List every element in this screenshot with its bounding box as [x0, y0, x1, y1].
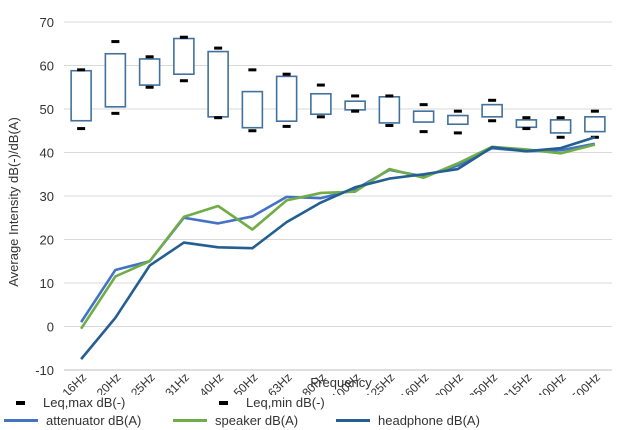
y-tick-label: 70 — [40, 15, 54, 30]
leq-min-marker — [453, 131, 462, 135]
x-tick-label: 25Hz — [128, 370, 158, 395]
box — [412, 110, 435, 123]
series-line — [80, 143, 596, 330]
box — [104, 52, 127, 108]
leq-max-marker — [111, 40, 120, 44]
box — [138, 58, 161, 86]
leq-max-marker — [351, 94, 360, 98]
x-tick-label: 200Hz — [432, 370, 466, 395]
box — [344, 100, 366, 111]
y-tick-label: 20 — [40, 233, 54, 248]
leq-min-marker — [248, 129, 257, 133]
x-tick-label: 400Hz — [534, 370, 568, 395]
leq-max-marker — [316, 83, 325, 87]
x-tick-label: 315Hz — [500, 370, 534, 395]
series-line — [80, 136, 596, 360]
leq-max-marker — [419, 103, 428, 107]
series-line — [80, 142, 596, 323]
x-tick-label: 16Hz — [60, 370, 90, 395]
leq-max-marker — [248, 68, 257, 72]
legend-max-label: Leq,max dB(-) — [43, 395, 126, 410]
x-tick-label: 63Hz — [265, 370, 295, 395]
legend-item-max: Leq,max dB(-) — [10, 395, 125, 410]
x-tick-label: 31Hz — [162, 370, 192, 395]
x-tick-label: 50Hz — [231, 370, 261, 395]
leq-max-marker — [522, 116, 531, 120]
box — [549, 119, 572, 134]
leq-min-marker — [351, 109, 360, 113]
leq-max-marker — [214, 46, 223, 50]
legend-attenuator-line — [4, 419, 38, 422]
y-tick-label: 50 — [40, 102, 54, 117]
legend-speaker-label: speaker dB(A) — [215, 413, 299, 428]
box — [481, 103, 503, 118]
box — [447, 114, 469, 126]
legend-item-min: Leq,min dB(-) — [213, 395, 325, 410]
box — [70, 69, 92, 122]
box-plots — [70, 35, 606, 139]
box — [378, 96, 401, 124]
leq-max-marker — [77, 68, 86, 72]
box — [241, 90, 264, 129]
y-tick-label: 0 — [47, 320, 54, 335]
box — [584, 116, 606, 133]
legend-headphone-label: headphone dB(A) — [378, 413, 480, 428]
leq-max-marker — [453, 109, 462, 113]
legend: Leq,max dB(-) Leq,min dB(-) attenuator d… — [0, 393, 617, 430]
leq-max-marker — [145, 55, 154, 59]
y-axis-label: Average Intensity dB(-)/dB(A) — [6, 117, 21, 287]
box — [173, 37, 195, 75]
x-axis-label: Frequency — [310, 375, 372, 390]
legend-min-marker — [219, 400, 228, 405]
leq-min-marker — [385, 124, 394, 128]
box — [515, 119, 538, 129]
leq-max-marker — [556, 116, 565, 120]
leq-max-marker — [179, 35, 188, 39]
leq-max-marker — [282, 72, 291, 76]
leq-max-marker — [488, 98, 497, 102]
y-tick-label: 60 — [40, 59, 54, 74]
x-tick-label: 250Hz — [466, 370, 500, 395]
box — [310, 92, 332, 116]
leq-max-marker — [590, 109, 599, 113]
leq-min-marker — [179, 79, 188, 83]
legend-max-marker — [16, 400, 25, 405]
leq-min-marker — [282, 124, 291, 128]
y-tick-label: 10 — [40, 276, 54, 291]
box — [275, 75, 298, 122]
leq-min-marker — [145, 85, 154, 89]
leq-min-marker — [419, 130, 428, 134]
legend-item-attenuator: attenuator dB(A) — [4, 413, 141, 428]
x-tick-label: 160Hz — [397, 370, 431, 395]
legend-item-speaker: speaker dB(A) — [173, 413, 298, 428]
box — [207, 50, 229, 118]
leq-min-marker — [522, 127, 531, 131]
leq-min-marker — [556, 135, 565, 139]
leq-min-marker — [77, 127, 86, 131]
x-tick-label: 40Hz — [197, 370, 227, 395]
y-tick-label: 40 — [40, 146, 54, 161]
x-tick-label: 500Hz — [569, 370, 603, 395]
series-lines — [80, 136, 596, 360]
legend-headphone-line — [336, 419, 370, 422]
legend-attenuator-label: attenuator dB(A) — [46, 413, 142, 428]
leq-min-marker — [214, 116, 223, 120]
y-axis-ticks: -10 0 10 20 30 40 50 60 70 — [35, 15, 54, 378]
legend-min-label: Leq,min dB(-) — [246, 395, 325, 410]
leq-min-marker — [316, 115, 325, 119]
legend-item-headphone: headphone dB(A) — [336, 413, 480, 428]
x-tick-label: 20Hz — [94, 370, 124, 395]
leq-max-marker — [385, 94, 394, 98]
leq-min-marker — [488, 119, 497, 123]
legend-speaker-line — [173, 419, 207, 422]
y-tick-label: -10 — [35, 363, 54, 378]
y-tick-label: 30 — [40, 189, 54, 204]
leq-min-marker — [111, 111, 120, 115]
